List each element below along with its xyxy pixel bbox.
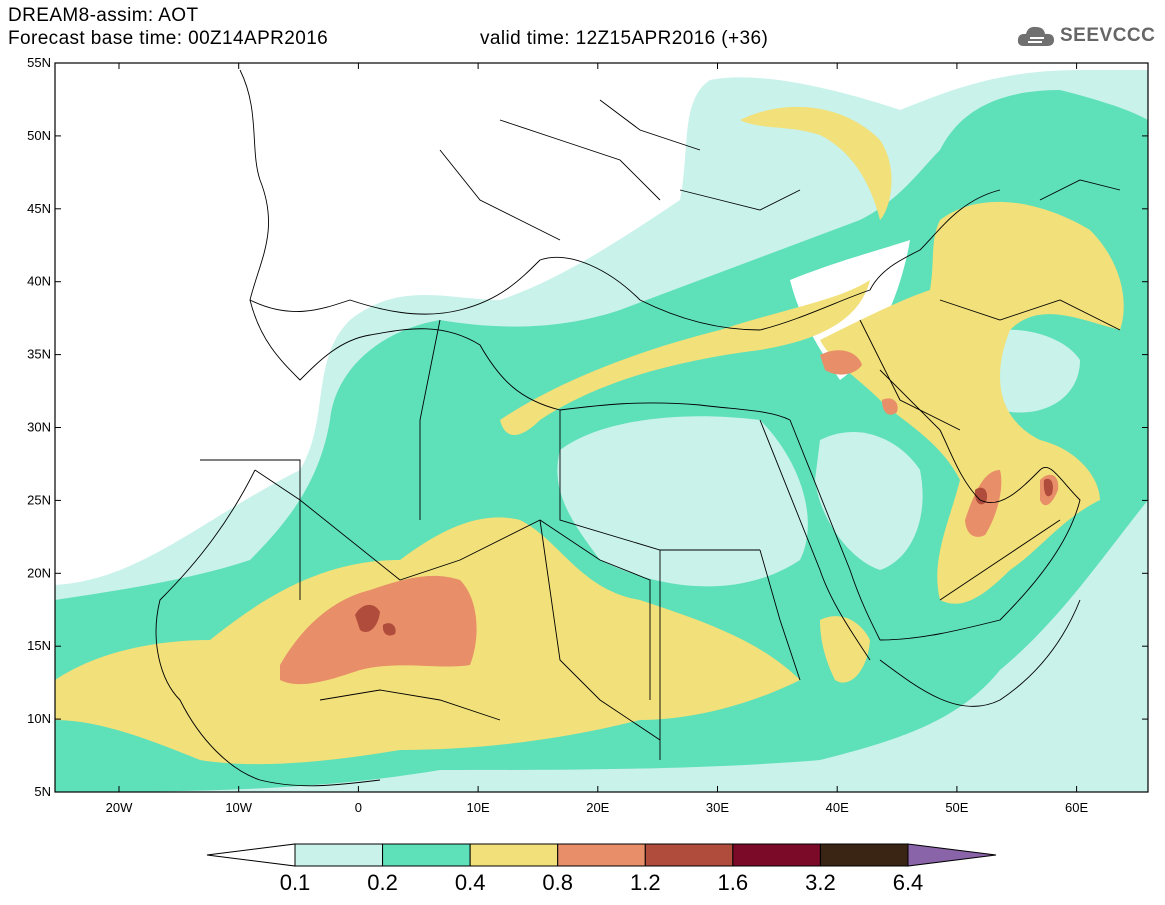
border-8 bbox=[859, 319, 961, 431]
colorbar-cell bbox=[819, 843, 909, 867]
lat-label: 40N bbox=[27, 274, 51, 289]
border-4 bbox=[200, 459, 301, 600]
lon-label: 50E bbox=[945, 800, 968, 815]
horn-coast bbox=[879, 599, 1081, 707]
west-africa-coast bbox=[155, 469, 381, 787]
country-borders bbox=[155, 69, 1121, 787]
cloud-icon bbox=[1017, 26, 1054, 46]
latitude-labels: 55N 50N 45N 40N 35N 30N 25N 20N 15N 10N 5N bbox=[27, 55, 51, 799]
aot-band-0.4-horn bbox=[820, 616, 870, 683]
colorbar-cell bbox=[469, 843, 559, 867]
lat-label: 10N bbox=[27, 711, 51, 726]
border-11 bbox=[939, 519, 1061, 601]
aot-clear-arabia bbox=[815, 431, 923, 570]
lon-label: 40E bbox=[826, 800, 849, 815]
border-2 bbox=[419, 319, 441, 520]
red-sea-west bbox=[759, 419, 871, 661]
aot-band-1.2-gulf bbox=[974, 487, 988, 505]
aot-band-0.8 bbox=[280, 575, 477, 685]
colorbar-level: 6.4 bbox=[893, 870, 924, 895]
forecast-base-time: Forecast base time: 00Z14APR2016 bbox=[8, 28, 329, 49]
border-5 bbox=[539, 519, 661, 741]
aot-band-1.2-oman bbox=[1043, 478, 1053, 497]
map-header: DREAM8-assim: AOT Forecast base time: 00… bbox=[8, 4, 328, 50]
aot-clear-sahara bbox=[557, 416, 808, 587]
aot-band-0.8-iraq2 bbox=[882, 398, 898, 415]
aot-band-1.2 bbox=[355, 604, 380, 632]
red-sea-east bbox=[789, 419, 881, 641]
lon-label: 10W bbox=[225, 800, 252, 815]
lon-label: 0 bbox=[355, 800, 362, 815]
border-16 bbox=[319, 689, 501, 721]
seevccc-logo: SEEVCCC bbox=[1016, 22, 1155, 50]
lat-label: 20N bbox=[27, 565, 51, 580]
lon-label: 30E bbox=[706, 800, 729, 815]
border-15 bbox=[679, 189, 801, 211]
aot-shading bbox=[55, 70, 1148, 792]
colorbar bbox=[206, 843, 997, 867]
border-3 bbox=[559, 410, 760, 551]
colorbar-cell bbox=[294, 843, 384, 867]
border-12 bbox=[499, 119, 661, 201]
colorbar-labels: 0.1 0.2 0.4 0.8 1.2 1.6 3.2 6.4 bbox=[280, 870, 924, 895]
lon-label: 20W bbox=[106, 800, 133, 815]
border-10 bbox=[1039, 179, 1121, 201]
logo-text: SEEVCCC bbox=[1060, 25, 1156, 46]
border-13 bbox=[439, 149, 561, 241]
border-14 bbox=[599, 99, 701, 151]
colorbar-level: 0.2 bbox=[367, 870, 398, 895]
border-9 bbox=[939, 299, 1121, 331]
lat-label: 50N bbox=[27, 128, 51, 143]
europe-coast bbox=[239, 69, 1001, 331]
colorbar-cell bbox=[557, 843, 646, 867]
lon-label: 20E bbox=[586, 800, 609, 815]
lat-label: 15N bbox=[27, 638, 51, 653]
aot-band-0.4-med bbox=[500, 280, 870, 435]
product-title: DREAM8-assim: AOT bbox=[8, 5, 199, 26]
colorbar-level: 1.2 bbox=[630, 870, 661, 895]
lat-label: 45N bbox=[27, 201, 51, 216]
lon-label: 60E bbox=[1065, 800, 1088, 815]
aot-band-0.4-black-sea bbox=[740, 106, 892, 220]
colorbar-cell bbox=[382, 843, 471, 867]
colorbar-cell bbox=[644, 843, 734, 867]
border-1 bbox=[254, 469, 651, 700]
colorbar-cell-over bbox=[907, 843, 997, 867]
border-7 bbox=[759, 549, 801, 681]
north-africa-coast bbox=[249, 299, 791, 421]
lat-label: 55N bbox=[27, 55, 51, 70]
aot-band-0.8-iraq bbox=[820, 350, 862, 375]
colorbar-cell-under bbox=[206, 843, 296, 867]
colorbar-level: 0.1 bbox=[280, 870, 311, 895]
lat-label: 30N bbox=[27, 420, 51, 435]
longitude-labels: 20W 10W 0 10E 20E 30E 40E 50E 60E bbox=[106, 800, 1089, 815]
colorbar-cell bbox=[732, 843, 821, 867]
colorbar-level: 1.6 bbox=[718, 870, 749, 895]
colorbar-level: 3.2 bbox=[805, 870, 836, 895]
aot-band-1.2-b bbox=[382, 623, 396, 636]
lat-label: 35N bbox=[27, 347, 51, 362]
colorbar-level: 0.8 bbox=[542, 870, 573, 895]
colorbar-level: 0.4 bbox=[455, 870, 486, 895]
arabian-coast bbox=[879, 369, 1081, 641]
lat-label: 5N bbox=[34, 784, 51, 799]
valid-time: valid time: 12Z15APR2016 (+36) bbox=[480, 28, 769, 49]
lat-label: 25N bbox=[27, 492, 51, 507]
lon-label: 10E bbox=[467, 800, 490, 815]
